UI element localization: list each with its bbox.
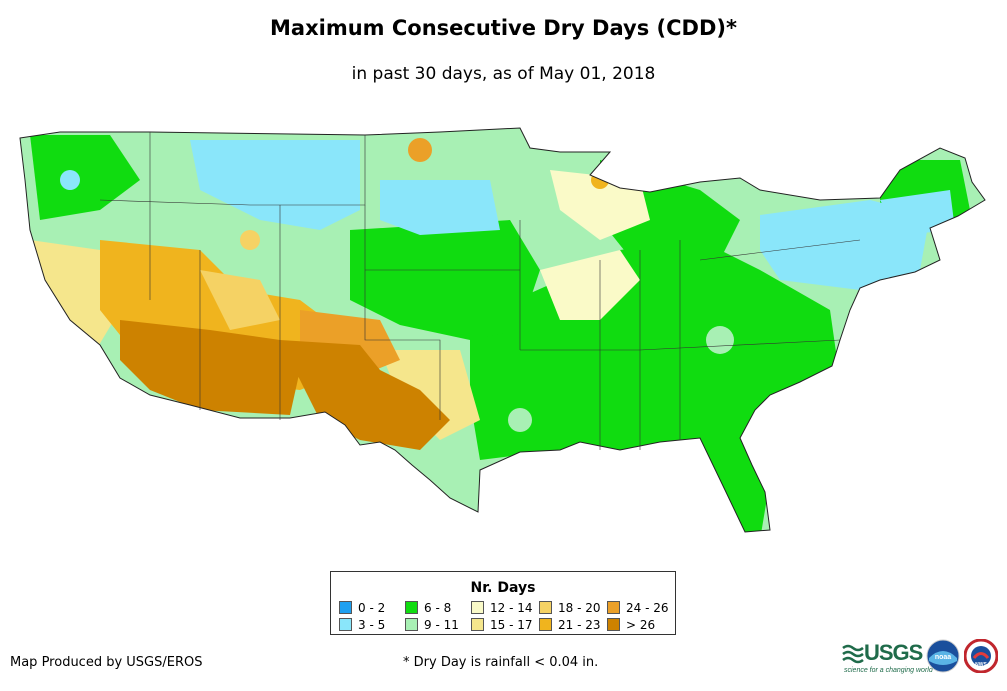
legend-label: 24 - 26 — [626, 601, 669, 615]
legend-item: 18 - 20 — [539, 601, 601, 615]
legend-item: 9 - 11 — [405, 618, 459, 632]
legend-swatch — [339, 618, 352, 631]
legend: Nr. Days 0 - 2 3 - 5 6 - 8 9 - 11 12 - 1… — [330, 571, 676, 635]
legend-item: 3 - 5 — [339, 618, 385, 632]
nws-logo-text: NWS — [975, 662, 987, 668]
legend-item: 15 - 17 — [471, 618, 533, 632]
legend-label: 15 - 17 — [490, 618, 533, 632]
usgs-tagline: science for a changing world — [844, 667, 933, 674]
noaa-logo-text: noaa — [935, 654, 951, 661]
legend-swatch — [607, 601, 620, 614]
legend-label: 18 - 20 — [558, 601, 601, 615]
legend-swatch — [405, 618, 418, 631]
usgs-logo: USGS — [864, 640, 923, 665]
legend-label: 12 - 14 — [490, 601, 533, 615]
legend-label: 0 - 2 — [358, 601, 386, 615]
nws-logo: NWS — [964, 639, 998, 673]
dry-day-regions — [20, 128, 985, 532]
producer-credit: Map Produced by USGS/EROS — [10, 655, 203, 670]
legend-label: 21 - 23 — [558, 618, 601, 632]
legend-title: Nr. Days — [470, 580, 536, 596]
state-boundaries — [99, 132, 861, 450]
legend-item: 21 - 23 — [539, 618, 601, 632]
legend-swatch — [471, 618, 484, 631]
usgs-wave-icon — [842, 644, 864, 664]
legend-item: > 26 — [607, 618, 655, 632]
agency-logos: USGS science for a changing world noaa N… — [842, 637, 1002, 679]
legend-swatch — [405, 601, 418, 614]
legend-label: 3 - 5 — [358, 618, 386, 632]
legend-item: 0 - 2 — [339, 601, 385, 615]
dry-day-footnote: * Dry Day is rainfall < 0.04 in. — [403, 655, 599, 670]
legend-label: 9 - 11 — [424, 618, 459, 632]
legend-item: 12 - 14 — [471, 601, 533, 615]
legend-label: 6 - 8 — [424, 601, 452, 615]
legend-swatch — [607, 618, 620, 631]
legend-swatch — [339, 601, 352, 614]
legend-swatch — [471, 601, 484, 614]
legend-item: 6 - 8 — [405, 601, 451, 615]
map-subtitle: in past 30 days, as of May 01, 2018 — [351, 64, 656, 84]
legend-swatch — [539, 618, 552, 631]
map-title: Maximum Consecutive Dry Days (CDD)* — [270, 16, 737, 40]
legend-label: > 26 — [626, 618, 656, 632]
legend-swatch — [539, 601, 552, 614]
legend-item: 24 - 26 — [607, 601, 669, 615]
us-dry-days-map — [19, 127, 986, 533]
noaa-logo: noaa — [926, 639, 960, 673]
